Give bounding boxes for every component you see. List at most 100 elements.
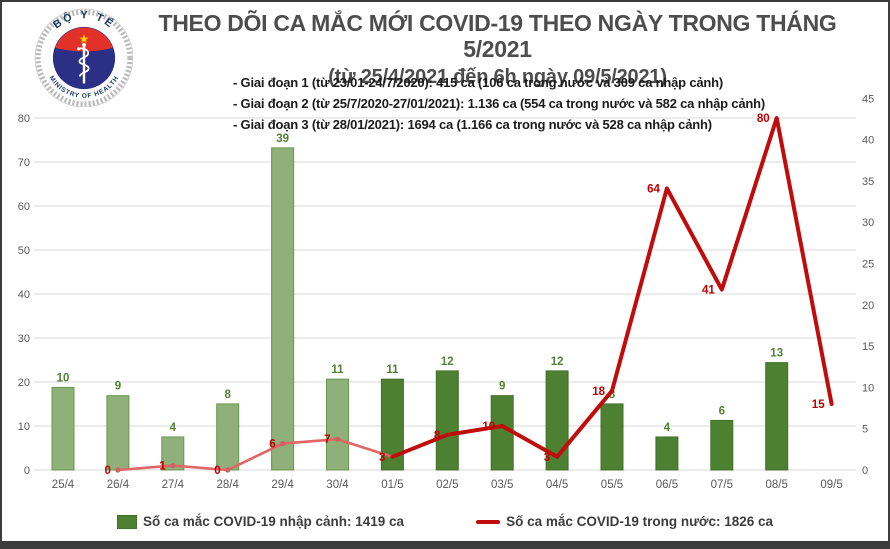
- line-label-08/5: 80: [757, 113, 770, 125]
- bar-02/5: [435, 370, 459, 471]
- bar-28/4: [216, 403, 240, 471]
- right-axis-tick: 45: [862, 93, 874, 105]
- legend-label-domestic: Số ca mắc COVID-19 trong nước: 1826 ca: [506, 514, 774, 529]
- logo-asclepius-rod-icon: [76, 42, 90, 84]
- x-axis-label-29/4: 29/4: [271, 479, 294, 491]
- x-axis-label-01/5: 01/5: [381, 479, 403, 491]
- line-marker: [170, 463, 176, 469]
- left-axis-tick: 10: [18, 421, 30, 433]
- title-block: THEO DÕI CA MẮC MỚI COVID-19 THEO NGÀY T…: [135, 10, 860, 89]
- line-label-03/5: 10: [482, 421, 495, 433]
- bar-label-26/4: 9: [115, 381, 121, 393]
- bar-01/5: [380, 378, 404, 471]
- line-label-27/4: 1: [159, 461, 166, 473]
- line-label-01/5: 3: [379, 452, 385, 464]
- case-line: [390, 116, 834, 459]
- page-title: THEO DÕI CA MẮC MỚI COVID-19 THEO NGÀY T…: [158, 10, 837, 62]
- note-phase-2: - Giai đoạn 2 (từ 25/7/2020-27/01/2021):…: [233, 96, 765, 111]
- right-axis-tick: 35: [862, 176, 874, 188]
- right-axis-tick: 25: [862, 259, 874, 271]
- left-axis-tick: 40: [18, 289, 30, 301]
- left-axis-tick: 60: [18, 201, 30, 213]
- logo-star-icon: [79, 34, 89, 44]
- bar-label-05/5: 8: [609, 389, 616, 401]
- left-axis-tick: 50: [18, 245, 30, 257]
- x-axis-label-03/5: 03/5: [491, 479, 513, 491]
- note-phase-1: - Giai đoạn 1 (từ 23/01-24/7/2020): 415 …: [233, 75, 723, 90]
- line-series-swatch-icon: [476, 519, 501, 524]
- line-label-02/5: 8: [434, 430, 441, 442]
- bar-07/5: [710, 419, 734, 471]
- right-axis-tick: 30: [862, 217, 874, 229]
- line-marker: [115, 467, 121, 473]
- bar-04/5: [545, 370, 569, 471]
- bar-label-07/5: 6: [719, 405, 725, 417]
- bar-label-01/5: 11: [386, 364, 399, 376]
- bar-label-27/4: 4: [170, 422, 177, 434]
- line-label-29/4: 6: [269, 439, 275, 451]
- right-axis-tick: 20: [862, 300, 874, 312]
- bar-label-03/5: 9: [499, 381, 505, 393]
- line-label-26/4: 0: [104, 465, 110, 477]
- right-axis-tick: 5: [862, 424, 868, 436]
- bar-label-28/4: 8: [224, 389, 231, 401]
- line-label-30/4: 7: [324, 434, 330, 446]
- x-axis-label-25/4: 25/4: [52, 479, 75, 491]
- bar-27/4: [161, 436, 185, 471]
- x-axis-label-28/4: 28/4: [217, 479, 240, 491]
- line-marker: [225, 467, 231, 473]
- bar-label-30/4: 11: [331, 364, 344, 376]
- right-axis-tick: 10: [862, 382, 874, 394]
- legend-item-imported: Số ca mắc COVID-19 nhập cảnh: 1419 ca: [116, 514, 405, 529]
- bar-06/5: [655, 436, 679, 471]
- right-axis-tick: 40: [862, 135, 874, 147]
- line-label-05/5: 18: [592, 386, 605, 398]
- note-phase-3: - Giai đoạn 3 (từ 28/01/2021): 1694 ca (…: [233, 117, 712, 132]
- legend-label-imported: Số ca mắc COVID-19 nhập cảnh: 1419 ca: [142, 514, 405, 529]
- line-label-09/5: 15: [812, 399, 825, 411]
- page-subtitle: (từ 25/4/2021 đến 6h ngày 09/5/2021): [328, 66, 667, 88]
- x-axis-label-27/4: 27/4: [162, 479, 185, 491]
- bar-label-02/5: 12: [441, 356, 454, 368]
- x-axis-label-07/5: 07/5: [711, 479, 733, 491]
- bar-label-04/5: 12: [551, 356, 564, 368]
- bar-label-25/4: 10: [57, 372, 70, 384]
- x-axis-label-08/5: 08/5: [766, 479, 788, 491]
- line-label-07/5: 41: [702, 285, 715, 297]
- x-axis-label-04/5: 04/5: [546, 479, 568, 491]
- line-label-04/5: 3: [544, 452, 550, 464]
- right-axis-tick: 15: [862, 341, 874, 353]
- left-axis-tick: 30: [18, 333, 30, 345]
- bar-26/4: [106, 395, 130, 471]
- legend-item-domestic: Số ca mắc COVID-19 trong nước: 1826 ca: [476, 514, 773, 529]
- left-axis-tick: 70: [18, 157, 30, 169]
- left-axis-tick: 80: [18, 113, 30, 125]
- bar-series-swatch-icon: [116, 514, 137, 529]
- x-axis-label-05/5: 05/5: [601, 479, 623, 491]
- bar-label-29/4: 39: [276, 133, 289, 145]
- ministry-of-health-logo: BỘ Y TẾ MINISTRY OF HEALTH: [34, 8, 134, 107]
- line-label-06/5: 64: [647, 183, 660, 195]
- line-label-28/4: 0: [214, 465, 220, 477]
- x-axis-label-09/5: 09/5: [820, 479, 842, 491]
- bar-30/4: [326, 378, 349, 471]
- x-axis-label-02/5: 02/5: [436, 479, 458, 491]
- line-marker: [334, 436, 341, 442]
- line-marker: [280, 441, 286, 447]
- bar-label-06/5: 4: [664, 422, 671, 434]
- bar-29/4: [271, 147, 295, 471]
- x-axis-label-26/4: 26/4: [107, 479, 130, 491]
- bar-08/5: [765, 362, 789, 471]
- bar-05/5: [600, 403, 624, 471]
- chart-legend: Số ca mắc COVID-19 nhập cảnh: 1419 ca Số…: [0, 514, 890, 529]
- left-axis-tick: 20: [18, 377, 30, 389]
- x-axis-label-30/4: 30/4: [326, 479, 349, 491]
- x-axis-label-06/5: 06/5: [656, 479, 678, 491]
- case-line: [116, 437, 394, 472]
- phase-notes: - Giai đoạn 1 (từ 23/01-24/7/2020): 415 …: [233, 72, 765, 135]
- left-axis-tick: 0: [24, 465, 30, 477]
- bar-25/4: [51, 386, 75, 471]
- bar-label-08/5: 13: [770, 348, 783, 360]
